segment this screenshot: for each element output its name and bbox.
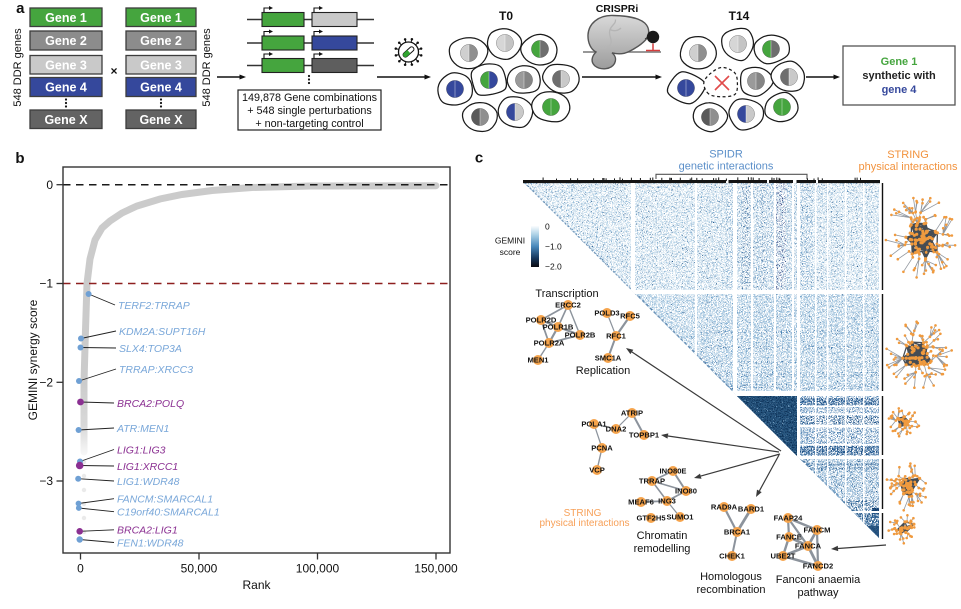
svg-text:×: × [110,64,117,78]
svg-text:Replication: Replication [576,365,630,377]
svg-text:T14: T14 [729,9,750,23]
svg-text:VCP: VCP [589,465,605,474]
svg-text:+ 548 single perturbations: + 548 single perturbations [247,105,372,117]
svg-text:physical interactions: physical interactions [539,518,629,529]
svg-text:0: 0 [77,562,84,576]
svg-text:TRRAP: TRRAP [639,476,665,485]
svg-text:MEAF6: MEAF6 [628,497,654,506]
svg-text:FANCE: FANCE [776,532,802,541]
svg-text:50,000: 50,000 [181,562,218,576]
svg-text:C19orf40:SMARCAL1: C19orf40:SMARCAL1 [117,507,220,519]
svg-text:−3: −3 [39,474,53,488]
svg-text:GEMINI: GEMINI [495,236,525,246]
svg-text:score: score [500,247,521,257]
svg-text:Gene X: Gene X [44,113,88,127]
svg-text:RFC5: RFC5 [620,311,641,320]
svg-text:CRISPRi: CRISPRi [596,3,639,15]
svg-text:Gene 2: Gene 2 [45,34,87,48]
svg-text:FANCM: FANCM [804,525,831,534]
svg-text:149,878 Gene combinations: 149,878 Gene combinations [242,92,378,104]
svg-text:0: 0 [46,178,53,192]
svg-text:Gene X: Gene X [139,113,183,127]
svg-text:Gene 2: Gene 2 [140,34,182,48]
svg-text:FANCD2: FANCD2 [803,561,833,570]
svg-text:b: b [15,150,24,167]
svg-text:genetic interactions: genetic interactions [679,161,774,173]
svg-text:MEN1: MEN1 [527,355,549,364]
svg-text:BARD1: BARD1 [738,504,765,513]
svg-text:STRING: STRING [887,149,929,161]
svg-text:Fanconi anaemia: Fanconi anaemia [776,574,861,586]
svg-text:Rank: Rank [242,578,271,592]
svg-text:POLR2A: POLR2A [534,338,565,347]
svg-text:pathway: pathway [798,587,839,599]
svg-text:TRRAP:XRCC3: TRRAP:XRCC3 [119,364,193,376]
svg-text:548 DDR genes: 548 DDR genes [201,28,213,107]
svg-text:ERCC2: ERCC2 [555,300,581,309]
svg-text:ATR:MEN1: ATR:MEN1 [116,423,169,435]
svg-text:PCNA: PCNA [591,443,613,452]
svg-text:UBE2T: UBE2T [771,551,796,560]
svg-text:−2: −2 [39,376,53,390]
svg-text:LIG1:XRCC1: LIG1:XRCC1 [117,461,178,473]
svg-text:−1: −1 [39,277,53,291]
svg-text:Transcription: Transcription [535,288,598,300]
svg-text:Chromatin: Chromatin [637,530,688,542]
svg-text:RFC1: RFC1 [606,331,627,340]
svg-text:physical interactions: physical interactions [858,161,958,173]
svg-text:Homologous: Homologous [700,571,762,583]
svg-text:POLA1: POLA1 [581,419,607,428]
svg-text:c: c [475,150,483,167]
svg-text:KDM2A:SUPT16H: KDM2A:SUPT16H [119,326,206,338]
svg-text:POLR2B: POLR2B [565,330,596,339]
svg-text:150,000: 150,000 [414,562,458,576]
svg-text:BRCA2:LIG1: BRCA2:LIG1 [117,525,178,537]
svg-text:GEMINI synergy score: GEMINI synergy score [26,299,40,420]
svg-text:LIG1:LIG3: LIG1:LIG3 [117,444,166,456]
svg-text:BRCA1: BRCA1 [724,527,751,536]
svg-text:FEN1:WDR48: FEN1:WDR48 [117,537,184,549]
svg-text:GTF2H5: GTF2H5 [636,513,666,522]
svg-text:FANCM:SMARCAL1: FANCM:SMARCAL1 [117,494,213,506]
svg-text:0: 0 [545,222,550,232]
svg-text:Gene 4: Gene 4 [45,81,87,95]
svg-text:a: a [16,0,25,17]
svg-text:100,000: 100,000 [296,562,340,576]
svg-text:BRCA2:POLQ: BRCA2:POLQ [117,398,184,410]
svg-text:INO80: INO80 [675,486,697,495]
svg-text:LIG1:WDR48: LIG1:WDR48 [117,476,180,488]
svg-text:SLX4:TOP3A: SLX4:TOP3A [119,343,182,355]
svg-text:Gene 1: Gene 1 [45,11,87,25]
svg-text:T0: T0 [499,9,513,23]
svg-text:Gene 3: Gene 3 [45,58,87,72]
svg-text:FANCA: FANCA [795,541,822,550]
svg-text:ATRIP: ATRIP [621,408,643,417]
svg-text:DNA2: DNA2 [606,424,627,433]
svg-text:INO80E: INO80E [659,466,686,475]
svg-text:Gene 4: Gene 4 [140,81,182,95]
svg-text:Gene 1: Gene 1 [140,11,182,25]
svg-text:TERF2:TRRAP: TERF2:TRRAP [118,300,190,312]
svg-text:remodelling: remodelling [634,543,691,555]
svg-text:SMC1A: SMC1A [595,353,622,362]
svg-text:RAD9A: RAD9A [711,502,738,511]
svg-text:recombination: recombination [696,584,765,596]
svg-text:−1.0: −1.0 [545,242,562,252]
svg-text:+ non-targeting control: + non-targeting control [255,118,363,130]
svg-text:CHEK1: CHEK1 [719,551,746,560]
svg-text:Gene 1: Gene 1 [881,56,918,68]
svg-text:synthetic with: synthetic with [862,70,936,82]
svg-text:SPIDR: SPIDR [709,149,743,161]
svg-text:FAAP24: FAAP24 [774,513,803,522]
svg-text:ING3: ING3 [658,496,676,505]
svg-text:Gene 3: Gene 3 [140,58,182,72]
svg-text:gene 4: gene 4 [882,84,918,96]
svg-text:TOPBP1: TOPBP1 [629,430,660,439]
svg-text:548 DDR genes: 548 DDR genes [12,28,24,107]
svg-text:POLD3: POLD3 [594,308,619,317]
svg-text:SUMO1: SUMO1 [666,512,694,521]
svg-text:−2.0: −2.0 [545,262,562,272]
